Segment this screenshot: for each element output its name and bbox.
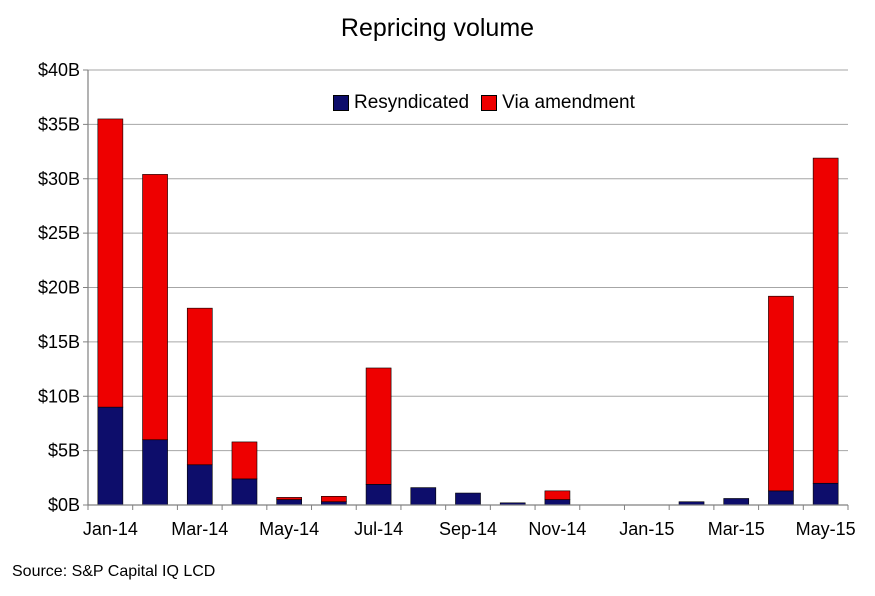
y-axis-tick-labels: $0B $5B $10B $15B $20B $25B $30B $35B $40B	[38, 60, 80, 515]
bar-resyndicated	[812, 482, 839, 506]
y-tick-label: $30B	[38, 169, 80, 189]
y-tick-label: $20B	[38, 278, 80, 298]
legend-label-via-amendment: Via amendment	[502, 92, 635, 113]
x-tick-label: Sep-14	[439, 519, 497, 539]
bar-resyndicated	[455, 492, 481, 506]
bar-resyndicated	[231, 478, 258, 506]
bar-via-amendment	[276, 497, 302, 500]
bar-via-amendment	[186, 307, 213, 466]
chart-title: Repricing volume	[340, 14, 535, 42]
source-note: Source: S&P Capital IQ LCD	[12, 563, 216, 580]
bar-via-amendment	[365, 367, 392, 485]
x-tick-label: Nov-14	[528, 519, 586, 539]
bar-resyndicated	[276, 499, 302, 506]
legend: Resyndicated Via amendment	[333, 92, 647, 114]
bar-resyndicated	[410, 487, 437, 506]
x-tick-label: Mar-15	[708, 519, 765, 539]
x-axis-tick-labels: Jan-14 Mar-14 May-14 Jul-14 Sep-14 Nov-14 Jan-…	[83, 519, 856, 539]
x-tick-label: May-14	[259, 519, 319, 539]
y-tick-label: $35B	[38, 114, 80, 134]
bar-via-amendment	[231, 441, 258, 480]
x-tick-label: Jan-15	[619, 519, 674, 539]
bar-resyndicated	[723, 498, 750, 506]
bars	[97, 118, 839, 506]
bar-via-amendment	[812, 157, 839, 484]
x-tick-label: Jul-14	[354, 519, 403, 539]
bar-resyndicated	[97, 406, 124, 506]
bar-via-amendment	[97, 118, 124, 408]
bar-resyndicated	[365, 484, 392, 506]
y-tick-label: $25B	[38, 223, 80, 243]
y-tick-label: $10B	[38, 386, 80, 406]
y-tick-label: $40B	[38, 60, 80, 80]
bar-via-amendment	[321, 495, 347, 503]
x-tick-label: May-15	[796, 519, 856, 539]
bar-resyndicated	[142, 439, 168, 506]
legend-label-resyndicated: Resyndicated	[354, 92, 470, 113]
x-tick-label: Jan-14	[83, 519, 138, 539]
x-tick-label: Mar-14	[171, 519, 228, 539]
gridlines	[83, 69, 848, 506]
legend-swatch-via-amendment	[481, 95, 498, 111]
bar-via-amendment	[544, 490, 571, 500]
bar-resyndicated	[768, 490, 794, 506]
bar-via-amendment	[768, 295, 794, 492]
bar-resyndicated	[544, 499, 571, 506]
bar-via-amendment	[142, 174, 168, 441]
y-tick-label: $5B	[48, 441, 80, 461]
y-tick-label: $0B	[48, 495, 80, 515]
legend-swatch-resyndicated	[333, 95, 349, 111]
bar-resyndicated	[186, 464, 213, 506]
axes	[87, 70, 849, 510]
y-tick-label: $15B	[38, 332, 80, 352]
